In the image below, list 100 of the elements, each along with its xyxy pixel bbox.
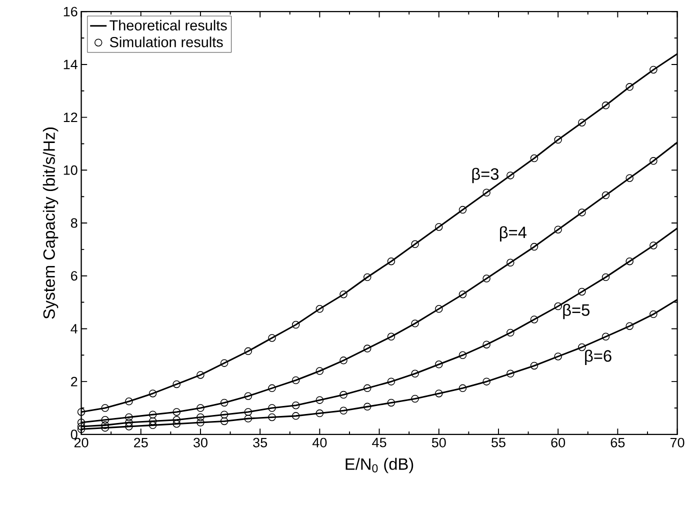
y-tick-label: 10 [64,165,78,176]
point [506,172,514,180]
point [316,305,324,313]
point [172,420,181,428]
point [411,370,419,378]
point [292,402,300,410]
point [316,396,324,404]
point [482,188,490,197]
point [101,404,109,412]
y-tick-label: 0 [70,430,78,440]
y-axis-title: System Capacity (bit/s/Hz) [42,128,58,319]
point [268,404,276,412]
point [435,305,443,313]
x-tick-label: 25 [134,438,148,448]
point [101,424,109,432]
point [148,410,157,419]
x-tick-label: 45 [372,438,386,448]
point [125,422,133,430]
point [411,394,419,403]
x-tick-label: 30 [193,438,208,448]
point [244,392,252,400]
point [482,340,490,349]
point [626,174,634,182]
point [148,421,157,430]
point [578,208,586,216]
point [650,242,658,250]
point [530,362,538,370]
annotation: β=4 [500,226,526,242]
point [435,390,443,398]
point [125,418,133,426]
point [650,310,658,318]
point [77,408,86,416]
point [387,332,396,341]
x-tick-label: 70 [670,438,684,448]
point [220,410,228,419]
point [196,418,204,426]
x-tick-label: 20 [74,438,88,448]
point [435,360,443,368]
point [172,380,181,388]
y-tick-label: 6 [71,271,78,281]
x-tick-label: 40 [312,438,327,448]
point [602,273,610,282]
point [196,371,204,379]
point [554,136,562,144]
point [602,191,610,200]
point [458,206,467,214]
point [340,356,348,364]
point [77,425,86,434]
x-tick-label: 60 [551,438,566,448]
point [172,408,181,416]
x-tick-label: 65 [610,438,625,448]
point [196,413,204,422]
point [435,223,443,231]
point [530,154,538,162]
point [316,367,324,375]
point [626,322,634,330]
point [602,102,610,110]
point [506,370,514,378]
point [292,320,300,329]
point [387,258,396,266]
point [340,406,348,415]
legend-label: Theoretical results [110,20,227,31]
point [363,273,372,282]
y-tick-label: 8 [70,218,78,228]
point [340,290,348,298]
point [411,320,419,328]
y-tick-label: 4 [70,324,78,334]
point [554,302,562,310]
x-tick-label: 50 [432,438,446,448]
point [387,378,396,386]
point [101,416,109,424]
point [626,83,634,91]
point [650,66,658,74]
x-tick-label: 35 [253,438,268,448]
point [482,274,490,282]
point [530,316,538,324]
point [602,332,610,341]
point [77,422,86,430]
point [125,398,133,406]
y-tick-label: 14 [64,60,78,70]
annotation: β=6 [585,350,612,366]
point [650,157,658,165]
point [458,351,467,360]
point [172,416,181,424]
point [578,118,586,127]
legend-label: Simulation results [110,36,223,48]
y-tick-label: 2 [71,376,78,386]
point [196,404,204,412]
point [292,376,300,384]
point [148,417,157,426]
point [268,334,276,342]
point [340,390,348,399]
point [101,421,109,430]
point [554,352,562,360]
annotation: β=3 [472,168,499,184]
point [148,390,157,398]
point [482,378,490,386]
point [506,258,514,267]
point [220,359,228,368]
point [363,402,372,411]
